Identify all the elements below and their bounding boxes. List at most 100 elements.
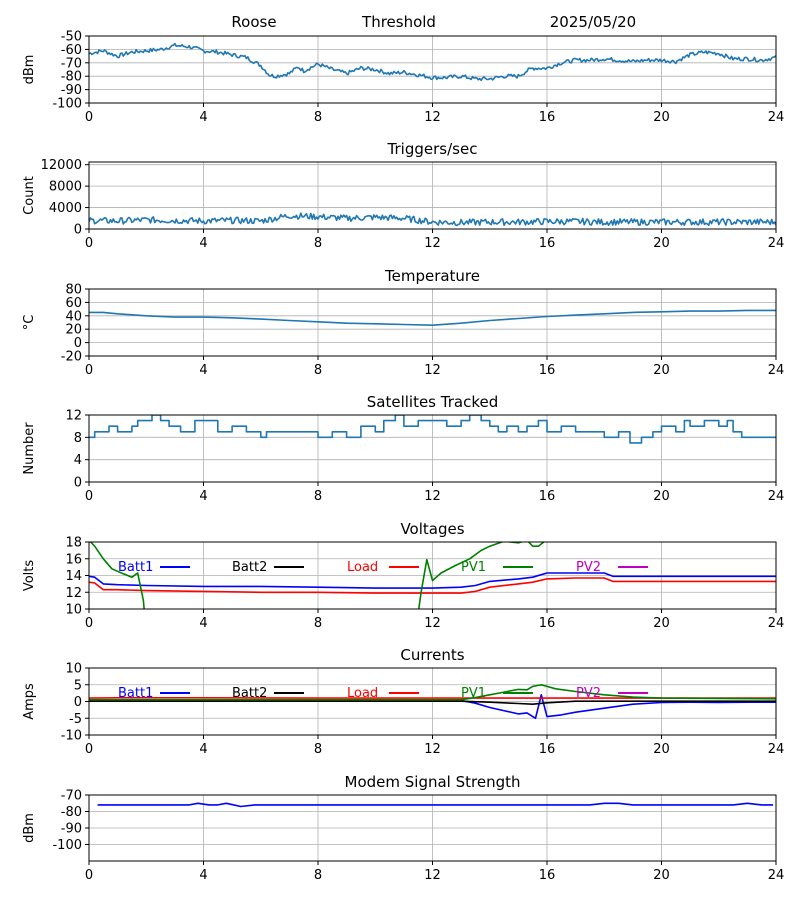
y-tick-label: -70 [61,789,82,804]
x-tick-label: 20 [653,616,670,631]
x-tick-label: 4 [199,489,207,504]
plot-area-triggers [89,212,776,227]
y-axis-label: dBm [22,55,37,85]
header-threshold-label: Threshold [361,13,436,31]
x-tick-label: 24 [768,868,785,883]
legend-label: Load [347,560,378,575]
legend-entry-pv1: PV1 [461,686,533,701]
legend-entry-load: Load [347,560,419,575]
x-tick-label: 0 [85,236,93,251]
x-tick-label: 8 [314,616,322,631]
x-tick-label: 20 [653,489,670,504]
x-tick-label: 0 [85,616,93,631]
series-line-satellites-0 [89,415,776,444]
y-tick-label: -50 [61,30,82,45]
y-tick-label: -100 [52,97,82,112]
x-tick-label: 0 [85,363,93,378]
y-tick-label: 60 [65,296,82,311]
y-tick-label: -90 [61,83,82,98]
y-tick-label: -80 [61,805,82,820]
legend-label: PV1 [461,560,486,575]
x-tick-label: 4 [199,868,207,883]
series-line-threshold-0 [89,42,776,82]
y-tick-label: 0 [74,336,82,351]
x-tick-label: 20 [653,742,670,757]
chart-title: Currents [400,646,464,664]
plot-area-currents [89,684,776,720]
y-tick-label: 12 [65,409,82,424]
y-axis-label: Count [22,176,37,215]
x-tick-label: 20 [653,363,670,378]
chart-title: Temperature [384,267,480,285]
y-tick-label: -90 [61,822,82,837]
y-tick-label: 20 [65,323,82,338]
y-tick-label: -70 [61,56,82,71]
y-tick-label: -60 [61,43,82,58]
x-tick-label: 24 [768,489,785,504]
legend-entry-batt2: Batt2 [232,560,304,575]
y-tick-label: -20 [61,350,82,365]
x-tick-label: 12 [424,110,441,125]
x-tick-label: 24 [768,616,785,631]
y-tick-label: 12000 [41,158,82,173]
legend-entry-pv2: PV2 [576,686,648,701]
panel-triggers: 0 4 8 12 16 20 24 0 4000 8000 12000 Triggers/sec Cou… [22,140,784,251]
x-tick-label: 16 [539,236,556,251]
plot-area-satellites [89,415,776,444]
series-line-voltages-pv1 [89,542,145,609]
series-line-currents-batt2 [89,700,776,705]
y-axis-label: Amps [22,683,37,720]
plot-area-temperature [89,309,776,326]
y-tick-label: 8 [74,431,82,446]
y-axis-label: Number [22,422,37,475]
x-tick-label: 24 [768,236,785,251]
legend-label: PV2 [576,560,601,575]
legend-entry-pv2: PV2 [576,560,648,575]
chart-title: Triggers/sec [387,140,478,158]
x-tick-label: 8 [314,236,322,251]
x-tick-label: 4 [199,363,207,378]
y-tick-label: 8000 [49,180,82,195]
y-tick-label: 0 [74,476,82,491]
y-tick-label: 12 [65,586,82,601]
x-tick-label: 0 [85,110,93,125]
x-tick-label: 8 [314,110,322,125]
y-axis-label: Volts [22,560,37,592]
header-station: Roose [231,13,276,31]
y-tick-label: 16 [65,552,82,567]
x-tick-label: 24 [768,110,785,125]
x-tick-label: 0 [85,868,93,883]
y-tick-label: 0 [74,695,82,710]
legend-entry-pv1: PV1 [461,560,533,575]
y-tick-label: 4 [74,453,82,468]
x-tick-label: 16 [539,489,556,504]
x-tick-label: 24 [768,742,785,757]
x-tick-label: 24 [768,363,785,378]
y-tick-label: 18 [65,536,82,551]
series-line-modem-0 [97,802,774,808]
x-tick-label: 8 [314,742,322,757]
x-tick-label: 12 [424,236,441,251]
series-line-voltages-batt1 [89,572,776,589]
panel-satellites: 0 4 8 12 16 20 24 0 4 8 12 Satellites Tracked Number [22,393,784,504]
series-line-triggers-0 [89,212,776,227]
x-tick-label: 12 [424,742,441,757]
legend-label: Batt2 [232,686,267,701]
y-tick-label: 0 [74,223,82,238]
x-tick-label: 16 [539,742,556,757]
y-tick-label: 10 [65,662,82,677]
y-tick-label: 4000 [49,201,82,216]
x-tick-label: 8 [314,363,322,378]
legend-entry-batt1: Batt1 [118,686,190,701]
x-tick-label: 12 [424,868,441,883]
x-tick-label: 16 [539,363,556,378]
chart-title: Satellites Tracked [367,393,498,411]
x-tick-label: 4 [199,616,207,631]
legend-label: Batt2 [232,560,267,575]
series-line-voltages-load [89,577,776,594]
y-axis-label: °C [22,315,37,331]
